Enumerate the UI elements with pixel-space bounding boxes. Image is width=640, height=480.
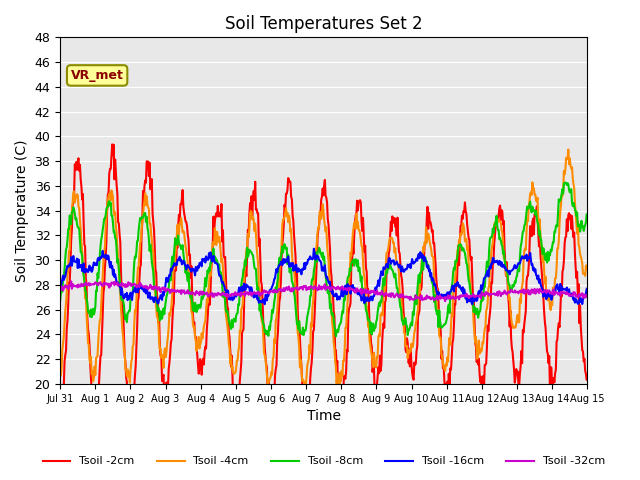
- Line: Tsoil -2cm: Tsoil -2cm: [60, 144, 588, 427]
- Tsoil -8cm: [66, 213, 74, 218]
- X-axis label: Time: Time: [307, 409, 340, 423]
- Tsoil -8cm: [202, 275, 209, 281]
- Tsoil -8cm: [56, 297, 64, 303]
- Tsoil -16cm: [202, 260, 209, 265]
- Tsoil -4cm: [120, 348, 128, 354]
- Tsoil -16cm: [173, 258, 181, 264]
- Tsoil -4cm: [66, 247, 74, 253]
- Tsoil -32cm: [121, 284, 129, 289]
- Tsoil -32cm: [56, 288, 64, 293]
- Tsoil -32cm: [66, 283, 74, 289]
- Tsoil -8cm: [404, 332, 412, 338]
- Tsoil -8cm: [388, 267, 396, 273]
- Tsoil -2cm: [175, 212, 183, 217]
- Line: Tsoil -16cm: Tsoil -16cm: [60, 249, 588, 304]
- Tsoil -2cm: [92, 424, 100, 430]
- Tsoil -32cm: [174, 288, 182, 294]
- Tsoil -32cm: [442, 298, 449, 304]
- Tsoil -2cm: [56, 402, 64, 408]
- Tsoil -8cm: [120, 302, 128, 308]
- Tsoil -16cm: [389, 257, 397, 263]
- Tsoil -32cm: [404, 295, 412, 300]
- Tsoil -2cm: [584, 375, 591, 381]
- Title: Soil Temperatures Set 2: Soil Temperatures Set 2: [225, 15, 422, 33]
- Tsoil -4cm: [336, 396, 344, 401]
- Tsoil -16cm: [404, 263, 412, 268]
- Tsoil -4cm: [388, 236, 396, 241]
- Tsoil -8cm: [561, 180, 569, 185]
- Legend: Tsoil -2cm, Tsoil -4cm, Tsoil -8cm, Tsoil -16cm, Tsoil -32cm: Tsoil -2cm, Tsoil -4cm, Tsoil -8cm, Tsoi…: [38, 452, 609, 471]
- Tsoil -2cm: [108, 142, 116, 147]
- Tsoil -4cm: [56, 368, 64, 373]
- Tsoil -2cm: [404, 360, 412, 366]
- Tsoil -32cm: [67, 278, 75, 284]
- Tsoil -4cm: [564, 147, 572, 153]
- Tsoil -32cm: [202, 291, 210, 297]
- Tsoil -8cm: [584, 212, 591, 217]
- Tsoil -16cm: [120, 296, 128, 301]
- Tsoil -16cm: [66, 261, 74, 267]
- Tsoil -4cm: [173, 222, 181, 228]
- Tsoil -16cm: [56, 288, 64, 293]
- Tsoil -2cm: [203, 327, 211, 333]
- Tsoil -8cm: [173, 239, 181, 245]
- Tsoil -4cm: [202, 317, 209, 323]
- Line: Tsoil -4cm: Tsoil -4cm: [60, 150, 588, 398]
- Text: VR_met: VR_met: [70, 69, 124, 82]
- Tsoil -4cm: [584, 262, 591, 268]
- Tsoil -16cm: [584, 286, 591, 291]
- Tsoil -8cm: [332, 334, 340, 339]
- Tsoil -16cm: [310, 246, 317, 252]
- Tsoil -2cm: [122, 359, 129, 365]
- Line: Tsoil -32cm: Tsoil -32cm: [60, 281, 588, 301]
- Tsoil -32cm: [584, 294, 591, 300]
- Tsoil -16cm: [261, 301, 269, 307]
- Tsoil -32cm: [388, 292, 396, 298]
- Tsoil -2cm: [66, 280, 74, 286]
- Tsoil -4cm: [404, 355, 412, 361]
- Y-axis label: Soil Temperature (C): Soil Temperature (C): [15, 139, 29, 282]
- Tsoil -2cm: [389, 219, 397, 225]
- Line: Tsoil -8cm: Tsoil -8cm: [60, 182, 588, 336]
